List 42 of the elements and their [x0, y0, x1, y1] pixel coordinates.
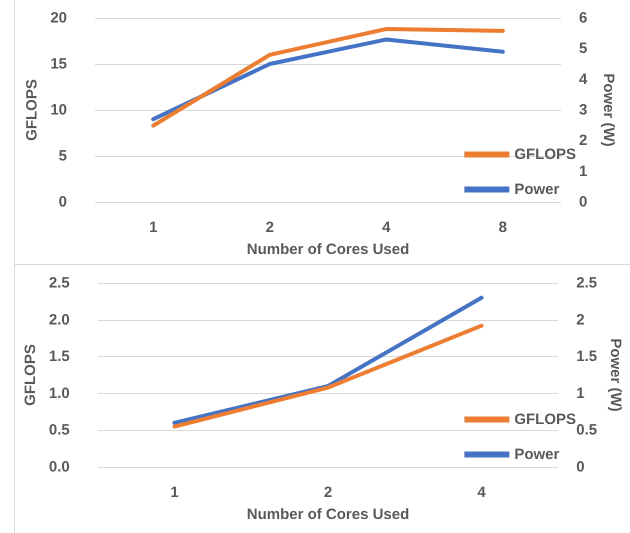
y-tick-label: 20 — [50, 10, 67, 26]
x-tick-label: 8 — [498, 219, 507, 236]
y-tick-label: 10 — [50, 102, 67, 118]
x-tick-label: 2 — [266, 219, 274, 236]
legend-label: Power — [514, 446, 560, 463]
line-series — [151, 27, 505, 128]
x-axis-title: Number of Cores Used — [246, 506, 410, 523]
y2-tick-label: 1.5 — [576, 348, 598, 366]
y2-tick-label: 2 — [579, 132, 588, 150]
y-tick-label: 2.0 — [48, 311, 70, 328]
y2-tick-label: 0 — [576, 458, 585, 476]
legend-label: Power — [514, 181, 560, 198]
y2-tick-label: 2 — [576, 311, 585, 328]
x-tick-label: 1 — [170, 484, 179, 501]
y-tick-label: 1.0 — [48, 384, 70, 402]
y-tick-label: 2.5 — [48, 274, 70, 292]
y2-tick-label: 0.5 — [576, 422, 598, 439]
y2-tick-label: 1 — [579, 162, 588, 180]
x-tick-label: 4 — [382, 219, 392, 236]
x-tick-label: 1 — [149, 219, 158, 236]
legend-label: GFLOPS — [514, 146, 576, 163]
y2-tick-label: 5 — [579, 40, 588, 58]
y-tick-label: 0 — [58, 194, 67, 210]
y-tick-label: 15 — [50, 56, 67, 72]
y2-axis-title: Power (W) — [600, 73, 617, 147]
y-tick-label: 0.0 — [48, 458, 70, 476]
x-tick-label: 2 — [324, 484, 332, 501]
y-axis-title: GFLOPS — [22, 344, 39, 406]
y2-tick-label: 0 — [579, 194, 588, 210]
y-tick-label: 0.5 — [48, 422, 70, 439]
y2-tick-label: 2.5 — [576, 274, 598, 292]
legend-label: GFLOPS — [514, 411, 576, 428]
x-axis-title: Number of Cores Used — [246, 241, 410, 258]
y-tick-label: 1.5 — [48, 348, 70, 366]
y2-tick-label: 6 — [579, 10, 588, 26]
y-axis-title: GFLOPS — [23, 79, 40, 141]
y-tick-label: 5 — [58, 148, 67, 164]
y2-tick-label: 1 — [576, 384, 585, 402]
y2-tick-label: 4 — [579, 70, 588, 88]
y2-axis-title: Power (W) — [607, 338, 624, 412]
x-tick-label: 4 — [477, 484, 486, 501]
y2-tick-label: 3 — [579, 102, 588, 118]
